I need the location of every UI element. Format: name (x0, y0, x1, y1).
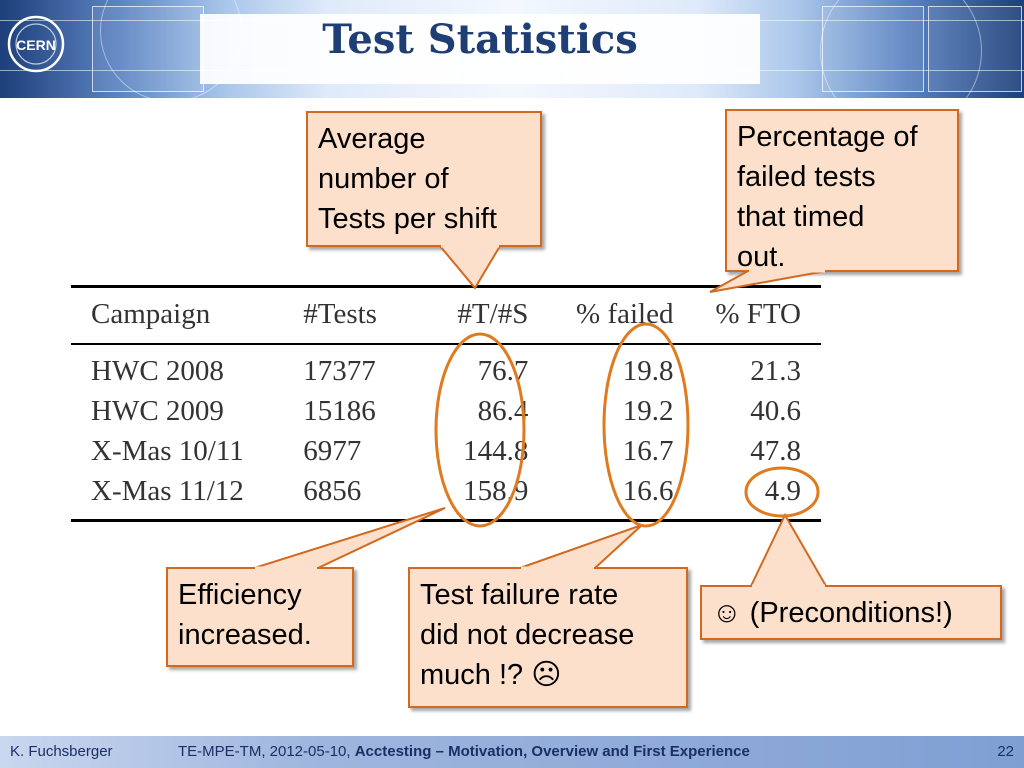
cell-tests: 15186 (303, 394, 376, 427)
footer-meta-text: TE-MPE-TM, 2012-05-10, (178, 743, 355, 760)
callout-pointer (749, 512, 828, 587)
table-row: X-Mas 11/12 6856 158.9 16.6 4.9 (71, 471, 821, 511)
callout-line: increased. (178, 619, 312, 651)
col-header-tests: #Tests (303, 297, 377, 330)
cell-pct-fto: 4.9 (764, 474, 801, 507)
cell-tests: 17377 (303, 354, 376, 387)
footer-author: K. Fuchsberger (10, 743, 113, 760)
callout-line: Test failure rate (420, 579, 619, 611)
header-decoration (822, 6, 924, 92)
cell-pct-fto: 47.8 (750, 434, 801, 467)
callout-line: did not decrease (420, 619, 635, 651)
footer-talk-title: Acctesting – Motivation, Overview and Fi… (354, 743, 750, 760)
svg-text:CERN: CERN (16, 37, 56, 53)
header-decoration (820, 0, 982, 98)
callout-line: that timed (737, 201, 865, 233)
callout-line: much !? ☹ (420, 659, 562, 691)
callout-line: Average (318, 123, 426, 155)
callout-pointer (253, 507, 446, 569)
header-decoration (928, 6, 1022, 92)
cell-tests-per-shift: 158.9 (463, 474, 529, 507)
page-number: 22 (997, 743, 1014, 760)
cell-campaign: X-Mas 11/12 (91, 474, 244, 507)
callout-pct-timed-out: Percentage of failed tests that timed ou… (725, 109, 959, 273)
cell-tests-per-shift: 86.4 (477, 394, 529, 427)
callout-line: ☺ (Preconditions!) (712, 597, 953, 629)
cell-pct-fto: 40.6 (750, 394, 801, 427)
col-header-pct-failed: % failed (576, 297, 674, 330)
header-decoration (92, 6, 204, 92)
cell-pct-fto: 21.3 (750, 354, 801, 387)
callout-failure-rate: Test failure rate did not decrease much … (408, 567, 688, 708)
table-row: X-Mas 10/11 6977 144.8 16.7 47.8 (71, 431, 821, 471)
cell-tests: 6977 (303, 434, 362, 467)
callout-line: out. (737, 241, 786, 273)
callout-line: Tests per shift (318, 203, 497, 235)
cell-pct-failed: 16.6 (622, 474, 674, 507)
title-plate (200, 14, 760, 84)
table-header-row: Campaign #Tests #T/#S % failed % FTO (71, 285, 821, 343)
page-title: Test Statistics (322, 16, 638, 63)
col-header-tests-per-shift: #T/#S (457, 297, 529, 330)
cell-pct-failed: 16.7 (622, 434, 674, 467)
callout-line: failed tests (737, 161, 876, 193)
cell-pct-failed: 19.8 (622, 354, 674, 387)
callout-line: Efficiency (178, 579, 302, 611)
cell-pct-failed: 19.2 (622, 394, 674, 427)
cell-campaign: HWC 2009 (91, 394, 224, 427)
callout-avg-tests-per-shift: Average number of Tests per shift (306, 111, 542, 247)
table-row: HWC 2008 17377 76.7 19.8 21.3 (71, 351, 821, 391)
cell-tests-per-shift: 144.8 (463, 434, 529, 467)
callout-preconditions: ☺ (Preconditions!) (700, 585, 1002, 640)
statistics-table: Campaign #Tests #T/#S % failed % FTO HWC… (71, 285, 821, 511)
cell-campaign: HWC 2008 (91, 354, 224, 387)
callout-line: number of (318, 163, 449, 195)
callout-line: Percentage of (737, 121, 918, 153)
callout-pointer (437, 245, 502, 290)
footer-meta: TE-MPE-TM, 2012-05-10, Acctesting – Moti… (178, 743, 750, 760)
footer-bar: K. Fuchsberger TE-MPE-TM, 2012-05-10, Ac… (0, 736, 1024, 768)
cell-campaign: X-Mas 10/11 (91, 434, 244, 467)
col-header-campaign: Campaign (91, 297, 211, 330)
table-row: HWC 2009 15186 86.4 19.2 40.6 (71, 391, 821, 431)
callout-pointer (519, 524, 643, 569)
cell-tests-per-shift: 76.7 (477, 354, 529, 387)
col-header-pct-fto: % FTO (715, 297, 801, 330)
cern-logo: CERN (7, 15, 65, 73)
cell-tests: 6856 (303, 474, 362, 507)
header-banner: Test Statistics CERN (0, 0, 1024, 98)
table-rule-bottom (71, 519, 821, 522)
callout-efficiency: Efficiency increased. (166, 567, 354, 667)
